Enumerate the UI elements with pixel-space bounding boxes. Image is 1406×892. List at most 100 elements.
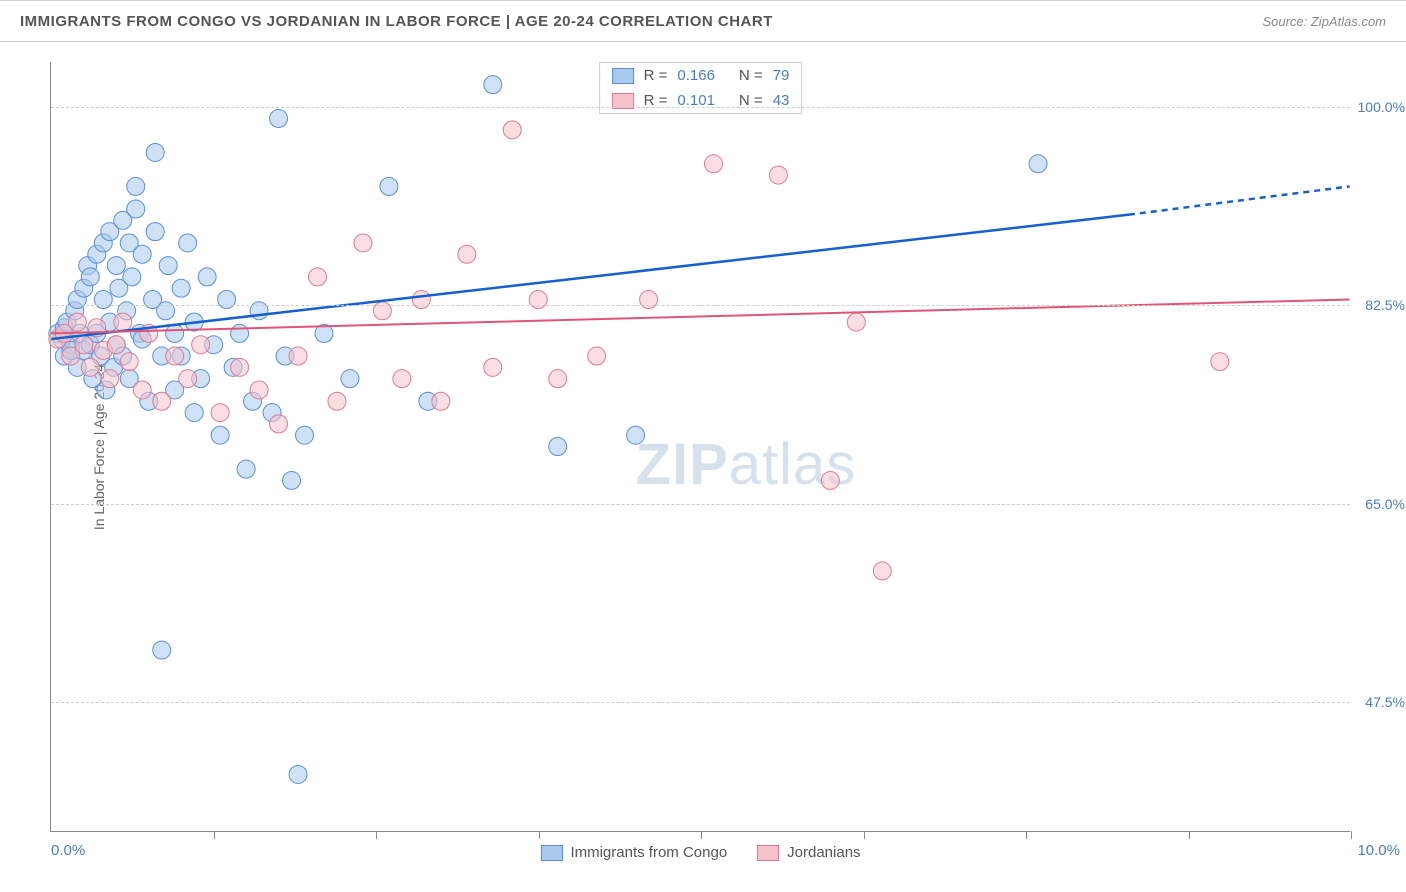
- x-tick: [1189, 831, 1190, 839]
- chart-source: Source: ZipAtlas.com: [1262, 14, 1386, 29]
- data-point: [133, 381, 151, 399]
- chart-header: IMMIGRANTS FROM CONGO VS JORDANIAN IN LA…: [0, 0, 1406, 42]
- gridline: [51, 305, 1350, 306]
- data-point: [127, 177, 145, 195]
- legend-swatch: [612, 68, 634, 84]
- data-point: [250, 381, 268, 399]
- x-tick: [864, 831, 865, 839]
- x-tick: [1351, 831, 1352, 839]
- data-point: [821, 471, 839, 489]
- series-legend-item: Jordanians: [757, 844, 860, 861]
- data-point: [159, 257, 177, 275]
- y-tick-label: 65.0%: [1355, 496, 1405, 512]
- data-point: [769, 166, 787, 184]
- legend-n-label: N =: [739, 67, 763, 84]
- data-point: [289, 765, 307, 783]
- data-point: [549, 438, 567, 456]
- data-point: [873, 562, 891, 580]
- data-point: [1029, 155, 1047, 173]
- data-point: [231, 358, 249, 376]
- data-point: [185, 404, 203, 422]
- data-point: [328, 392, 346, 410]
- legend-swatch: [757, 845, 779, 861]
- data-point: [166, 324, 184, 342]
- data-point: [179, 234, 197, 252]
- x-axis-min-label: 0.0%: [51, 842, 85, 859]
- data-point: [627, 426, 645, 444]
- x-tick: [1026, 831, 1027, 839]
- x-tick: [701, 831, 702, 839]
- data-point: [270, 415, 288, 433]
- data-point: [283, 471, 301, 489]
- data-point: [114, 313, 132, 331]
- series-legend: Immigrants from Congo Jordanians: [540, 844, 860, 861]
- data-point: [847, 313, 865, 331]
- data-point: [81, 268, 99, 286]
- legend-swatch: [612, 93, 634, 109]
- data-point: [146, 223, 164, 241]
- data-point: [198, 268, 216, 286]
- legend-r-label: R =: [644, 67, 668, 84]
- correlation-legend: R = 0.166N = 79R = 0.101N = 43: [599, 62, 803, 114]
- data-point: [380, 177, 398, 195]
- series-legend-item: Immigrants from Congo: [540, 844, 727, 861]
- legend-swatch: [540, 845, 562, 861]
- data-point: [127, 200, 145, 218]
- data-point: [211, 404, 229, 422]
- plot-region: In Labor Force | Age 20-24 ZIPatlas R = …: [50, 62, 1350, 832]
- data-point: [211, 426, 229, 444]
- series-legend-label: Jordanians: [787, 844, 860, 861]
- data-point: [484, 76, 502, 94]
- gridline: [51, 107, 1350, 108]
- data-point: [153, 392, 171, 410]
- gridline: [51, 504, 1350, 505]
- y-tick-label: 82.5%: [1355, 297, 1405, 313]
- data-point: [341, 370, 359, 388]
- data-point: [270, 110, 288, 128]
- data-point: [179, 370, 197, 388]
- data-point: [704, 155, 722, 173]
- data-point: [289, 347, 307, 365]
- y-tick-label: 47.5%: [1355, 694, 1405, 710]
- correlation-legend-row: R = 0.101N = 43: [600, 88, 802, 113]
- gridline: [51, 702, 1350, 703]
- data-point: [68, 313, 86, 331]
- data-point: [107, 336, 125, 354]
- data-point: [153, 641, 171, 659]
- data-point: [484, 358, 502, 376]
- x-tick: [214, 831, 215, 839]
- legend-r-value: 0.166: [677, 67, 715, 84]
- data-point: [107, 257, 125, 275]
- x-tick: [376, 831, 377, 839]
- chart-area: In Labor Force | Age 20-24 ZIPatlas R = …: [0, 42, 1406, 892]
- data-point: [458, 245, 476, 263]
- correlation-legend-row: R = 0.166N = 79: [600, 63, 802, 88]
- data-point: [172, 279, 190, 297]
- data-point: [81, 358, 99, 376]
- data-point: [393, 370, 411, 388]
- data-point: [75, 336, 93, 354]
- data-point: [354, 234, 372, 252]
- data-point: [192, 336, 210, 354]
- data-point: [309, 268, 327, 286]
- data-point: [432, 392, 450, 410]
- data-point: [588, 347, 606, 365]
- data-point: [133, 245, 151, 263]
- chart-title: IMMIGRANTS FROM CONGO VS JORDANIAN IN LA…: [20, 13, 773, 30]
- data-point: [237, 460, 255, 478]
- x-tick: [539, 831, 540, 839]
- data-point: [146, 143, 164, 161]
- x-axis-max-label: 10.0%: [1357, 842, 1400, 859]
- plot-svg: [51, 62, 1350, 831]
- data-point: [120, 353, 138, 371]
- data-point: [123, 268, 141, 286]
- series-legend-label: Immigrants from Congo: [570, 844, 727, 861]
- trend-line-extrapolated: [1129, 186, 1350, 214]
- data-point: [231, 324, 249, 342]
- y-tick-label: 100.0%: [1355, 99, 1405, 115]
- data-point: [166, 347, 184, 365]
- data-point: [1211, 353, 1229, 371]
- data-point: [503, 121, 521, 139]
- data-point: [101, 370, 119, 388]
- data-point: [296, 426, 314, 444]
